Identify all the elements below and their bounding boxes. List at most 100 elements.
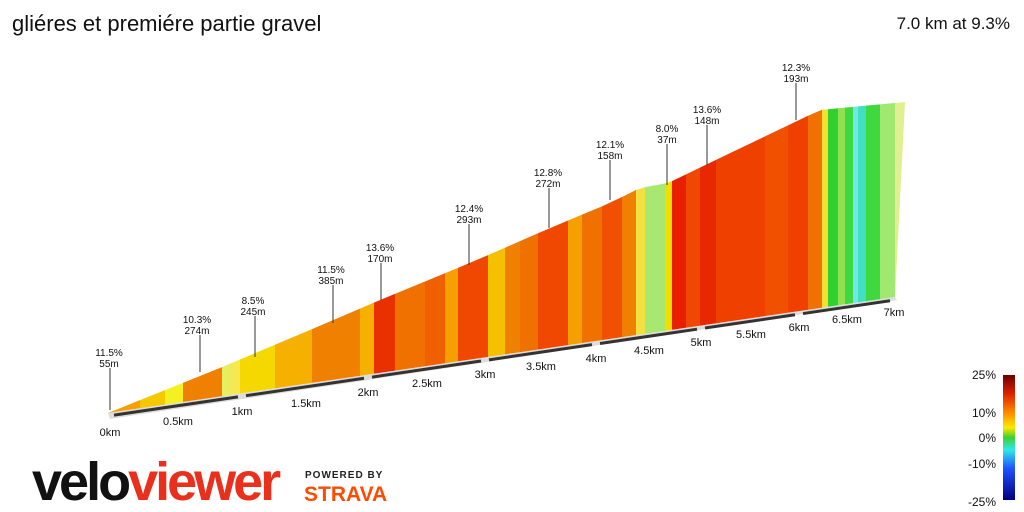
powered-by: POWERED BY <box>305 470 383 481</box>
logo-viewer: viewer <box>128 452 281 512</box>
distance-label: 4.5km <box>634 345 664 357</box>
scale-label: 25% <box>972 368 996 382</box>
distance-label: 2km <box>358 387 379 399</box>
segment <box>520 233 538 353</box>
distance-label: 1km <box>232 406 253 418</box>
segment <box>665 181 672 331</box>
distance-label: 5km <box>691 337 712 349</box>
annotation-length: 293m <box>456 215 481 226</box>
km-bar <box>599 327 698 345</box>
annotation-grade: 12.1% <box>596 140 624 151</box>
segment <box>822 109 828 308</box>
km-bar <box>245 376 365 398</box>
segment <box>808 109 822 310</box>
annotation-length: 274m <box>184 326 209 337</box>
segment <box>716 136 765 324</box>
segment <box>866 104 880 302</box>
distance-label: 0km <box>100 427 121 439</box>
segment <box>568 214 582 346</box>
scale-label: 10% <box>972 406 996 420</box>
segment <box>165 382 183 405</box>
distance-label: 6km <box>789 322 810 334</box>
summary: 7.0 km at 9.3% <box>897 14 1010 33</box>
segment <box>672 174 686 330</box>
annotation-grade: 12.3% <box>782 63 810 74</box>
segment <box>828 108 838 307</box>
annotation-length: 193m <box>783 74 808 85</box>
annotation-grade: 12.8% <box>534 168 562 179</box>
segment <box>374 293 395 374</box>
annotation-grade: 8.5% <box>242 296 265 307</box>
annotation-grade: 12.4% <box>455 204 483 215</box>
segment <box>636 187 645 336</box>
segment <box>880 102 895 300</box>
segment <box>765 125 788 317</box>
segment <box>140 390 165 409</box>
distance-label: 1.5km <box>291 398 321 410</box>
annotation-length: 170m <box>367 254 392 265</box>
segment <box>582 206 602 344</box>
segment <box>538 220 568 350</box>
segment <box>445 267 458 364</box>
segment <box>183 367 222 402</box>
labels: 11.5%55m10.3%274m8.5%245m11.5%385m13.6%1… <box>95 63 996 509</box>
segment <box>222 363 230 397</box>
annotation-grade: 8.0% <box>656 124 679 135</box>
segment <box>505 241 520 355</box>
segment <box>240 344 275 394</box>
segment <box>700 159 716 326</box>
annotation-length: 148m <box>694 116 719 127</box>
segment <box>788 115 808 313</box>
segment <box>622 190 636 338</box>
km-bar <box>704 313 796 330</box>
distance-label: 4km <box>586 353 607 365</box>
segment <box>108 400 140 413</box>
distance-label: 3km <box>475 369 496 381</box>
segment <box>230 359 240 396</box>
segment <box>845 106 853 305</box>
annotation-grade: 13.6% <box>693 105 721 116</box>
annotation-length: 55m <box>99 359 118 370</box>
segment <box>853 106 858 304</box>
annotation-grade: 10.3% <box>183 315 211 326</box>
strava: STRAVA <box>304 483 387 506</box>
km-bar <box>802 299 891 316</box>
km-bar <box>488 343 593 362</box>
logo-velo: velo <box>32 452 129 512</box>
color-scale <box>1003 375 1015 500</box>
annotation-grade: 11.5% <box>95 348 123 359</box>
distance-label: 6.5km <box>832 314 862 326</box>
segment <box>312 308 360 383</box>
segment <box>275 329 312 389</box>
segment <box>645 183 665 334</box>
segment <box>838 107 845 306</box>
annotation-grade: 13.6% <box>366 243 394 254</box>
title: gliéres et premiére partie gravel <box>12 11 321 36</box>
logo: veloviewer <box>32 452 281 512</box>
segment <box>858 105 866 303</box>
annotation-length: 385m <box>318 276 343 287</box>
distance-label: 5.5km <box>736 329 766 341</box>
annotation-length: 158m <box>597 151 622 162</box>
scale-label: -25% <box>968 495 996 509</box>
km-bar <box>371 359 482 379</box>
annotation-grade: 11.5% <box>317 265 345 276</box>
segment <box>360 302 374 376</box>
segment <box>895 102 905 297</box>
km-bar <box>113 395 239 417</box>
distance-label: 3.5km <box>526 361 556 373</box>
annotation-length: 245m <box>240 307 265 318</box>
segment <box>458 255 488 362</box>
segment <box>488 247 505 357</box>
annotation-length: 272m <box>535 179 560 190</box>
annotation-length: 37m <box>657 135 676 146</box>
scale-label: -10% <box>968 457 996 471</box>
scale-label: 0% <box>979 431 997 445</box>
distance-label: 7km <box>884 307 905 319</box>
segment <box>395 281 425 371</box>
segment <box>425 273 445 367</box>
profile <box>108 102 905 419</box>
segment <box>686 167 700 328</box>
distance-label: 2.5km <box>412 378 442 390</box>
